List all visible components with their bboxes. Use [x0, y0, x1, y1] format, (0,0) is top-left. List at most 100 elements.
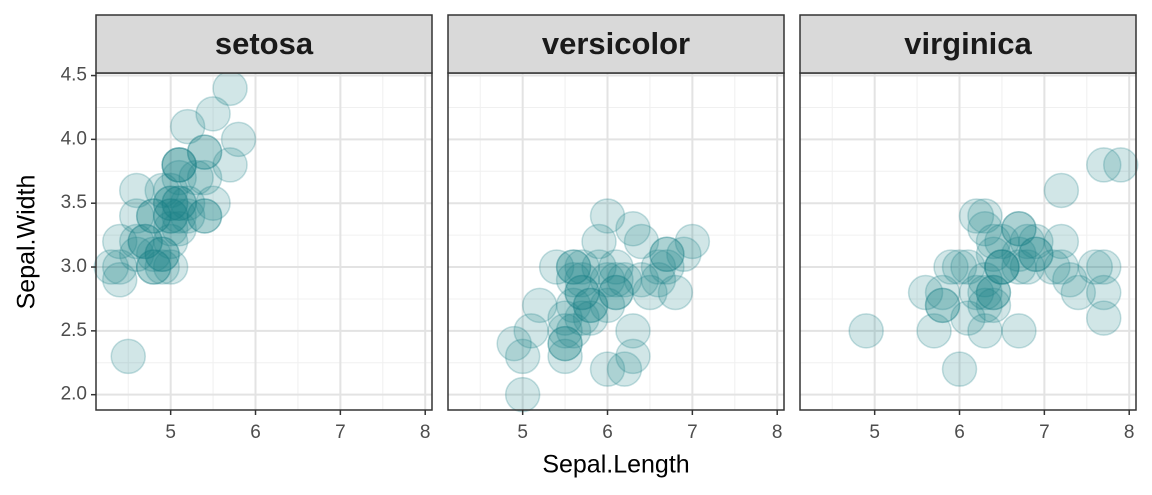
y-tick-label: 3.5 — [61, 192, 87, 213]
point — [924, 287, 961, 324]
x-tick-label: 6 — [250, 422, 261, 443]
point — [975, 287, 1012, 324]
point — [598, 274, 634, 311]
point — [161, 198, 197, 234]
point — [1086, 274, 1122, 311]
y-tick-label: 2.5 — [61, 320, 87, 341]
point — [649, 236, 685, 273]
point — [1043, 172, 1080, 209]
point — [975, 274, 1012, 311]
strip — [799, 14, 1137, 74]
point — [555, 249, 592, 285]
point — [967, 313, 1003, 349]
point — [1052, 262, 1088, 298]
point — [632, 274, 668, 311]
point — [958, 274, 995, 311]
point — [657, 274, 694, 311]
point — [144, 249, 180, 285]
point — [924, 274, 961, 311]
point — [674, 223, 711, 260]
point — [195, 185, 231, 221]
point — [212, 147, 248, 183]
point — [967, 198, 1003, 234]
point — [615, 338, 651, 375]
point — [547, 313, 583, 349]
point — [941, 249, 978, 285]
point — [924, 287, 961, 324]
point — [1086, 147, 1122, 183]
point — [547, 338, 583, 375]
point — [950, 300, 986, 336]
point — [1001, 236, 1037, 273]
point — [666, 236, 702, 273]
point — [589, 351, 626, 387]
point — [118, 172, 155, 209]
point — [589, 287, 626, 324]
point — [1043, 249, 1080, 285]
y-tick-label: 3.0 — [61, 256, 87, 277]
point — [1018, 223, 1054, 260]
point — [186, 159, 223, 196]
x-tick-label: 7 — [1039, 422, 1050, 443]
point — [152, 223, 189, 260]
point — [1018, 236, 1054, 273]
point — [967, 262, 1003, 298]
point — [1009, 249, 1046, 285]
point — [1035, 249, 1071, 285]
point — [1001, 249, 1037, 285]
point — [195, 96, 231, 132]
x-tick-label: 6 — [954, 422, 965, 443]
point — [564, 300, 600, 336]
point — [950, 249, 986, 285]
point — [186, 134, 223, 170]
point — [615, 313, 651, 349]
point — [1102, 147, 1139, 183]
point — [907, 274, 944, 311]
strip — [95, 14, 433, 74]
x-tick-label: 5 — [869, 422, 880, 443]
point — [186, 134, 223, 170]
point — [606, 262, 643, 298]
point — [152, 185, 189, 221]
point — [958, 198, 995, 234]
point — [547, 325, 583, 362]
point — [152, 210, 189, 247]
point — [564, 249, 600, 285]
point — [102, 249, 138, 285]
point — [1043, 223, 1080, 260]
point — [161, 210, 197, 247]
point — [598, 262, 634, 298]
x-tick-label: 5 — [517, 422, 528, 443]
x-tick-label: 7 — [687, 422, 698, 443]
point — [1077, 249, 1114, 285]
point — [572, 287, 609, 324]
point — [161, 147, 197, 183]
point — [967, 210, 1003, 247]
y-tick-label: 4.5 — [61, 65, 87, 86]
point — [152, 198, 189, 234]
point — [1086, 249, 1122, 285]
point — [538, 249, 575, 285]
point — [564, 274, 600, 311]
point — [555, 313, 592, 349]
point — [975, 236, 1012, 273]
point — [521, 287, 558, 324]
point — [135, 198, 172, 234]
point — [975, 274, 1012, 311]
point — [169, 198, 206, 234]
y-axis-title: Sepal.Width — [13, 175, 41, 310]
point — [547, 300, 583, 336]
x-tick-label: 8 — [420, 422, 431, 443]
point — [975, 223, 1012, 260]
panel-background — [96, 73, 432, 410]
point — [186, 198, 223, 234]
point — [161, 147, 197, 183]
point — [161, 185, 197, 221]
point — [623, 223, 660, 260]
point — [118, 223, 155, 260]
point — [161, 147, 197, 183]
point — [564, 262, 600, 298]
point — [110, 338, 146, 375]
point — [220, 121, 257, 158]
